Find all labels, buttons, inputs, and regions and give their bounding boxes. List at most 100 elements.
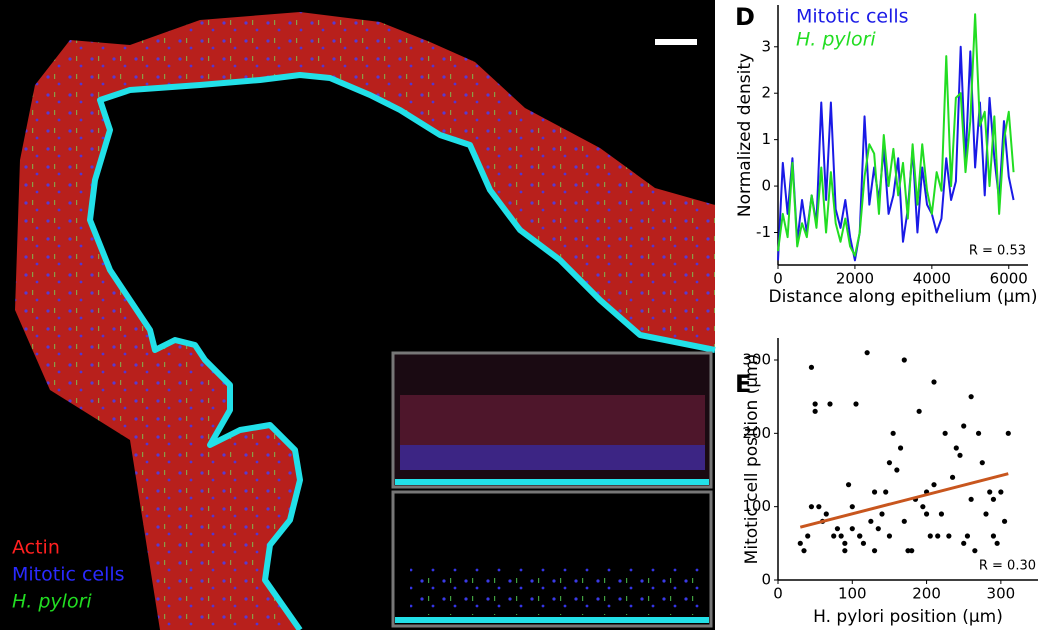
x-tick-label: 100 [838, 585, 867, 603]
y-tick-label: 0 [761, 177, 771, 195]
y-tick-label: 300 [742, 351, 771, 369]
point [938, 511, 945, 517]
point [901, 518, 907, 524]
x-tick-label: 0 [773, 270, 783, 288]
point [857, 533, 863, 539]
point [987, 489, 993, 495]
point [834, 526, 841, 532]
point [975, 430, 982, 436]
point [845, 482, 852, 488]
x-axis-label: H. pylori position (µm) [813, 607, 1003, 627]
point [842, 548, 848, 554]
point [983, 511, 989, 517]
point [849, 526, 855, 532]
point [801, 548, 807, 554]
point [849, 504, 855, 510]
point [805, 533, 811, 539]
point [868, 518, 874, 524]
point [883, 489, 889, 495]
y-axis-label: Mitotic cell position (µm) [742, 354, 762, 565]
point [931, 482, 937, 488]
x-tick-label: 200 [912, 585, 941, 603]
point [797, 540, 803, 546]
inset-top [391, 351, 713, 489]
point [931, 379, 937, 385]
point [897, 445, 904, 451]
image-legend-label: Mitotic cells [12, 564, 125, 586]
point [901, 357, 907, 363]
point [968, 496, 974, 502]
y-tick-label: 3 [761, 37, 771, 55]
image-legend-label: Actin [12, 537, 60, 559]
point [875, 526, 881, 532]
point [923, 511, 930, 517]
point [808, 364, 815, 370]
y-tick-label: 1 [761, 130, 771, 148]
point [886, 460, 893, 466]
x-tick-label: 300 [987, 585, 1016, 603]
point [894, 467, 900, 473]
x-tick-label: 6000 [990, 270, 1028, 288]
point [935, 533, 941, 539]
point [838, 533, 844, 539]
point [871, 548, 878, 554]
point [1005, 430, 1011, 436]
point [927, 533, 933, 539]
y-tick-label: 200 [742, 424, 771, 442]
point [812, 401, 818, 407]
point [979, 460, 985, 466]
scale-bar [655, 39, 697, 45]
point [853, 401, 859, 407]
y-axis-label: Normalized density [735, 53, 755, 217]
epithelium-trace [87, 72, 716, 630]
point [808, 504, 815, 510]
image-legend-label: H. pylori [12, 591, 92, 613]
point [972, 548, 978, 554]
panel-label: D [735, 3, 755, 31]
y-tick-label: 100 [742, 497, 771, 515]
legend-label: Mitotic cells [796, 6, 909, 28]
point [890, 430, 896, 436]
x-axis-label: Distance along epithelium (µm) [769, 287, 1038, 307]
point [916, 408, 922, 414]
y-tick-label: 2 [761, 84, 771, 102]
point [886, 533, 893, 539]
point [990, 496, 997, 502]
inset-bottom [391, 490, 713, 628]
point [905, 548, 911, 554]
point [946, 533, 952, 539]
point [879, 511, 885, 517]
point [812, 408, 818, 414]
point [968, 394, 974, 400]
series-line [777, 13, 1015, 257]
annotation: R = 0.53 [969, 244, 1026, 259]
point [1001, 518, 1008, 524]
point [998, 489, 1004, 495]
x-tick-label: 2000 [836, 270, 874, 288]
tissue-texture [15, 12, 715, 630]
y-tick-label: -1 [756, 223, 771, 241]
legend-label: H. pylori [796, 29, 876, 51]
point [990, 533, 997, 539]
point [816, 504, 822, 510]
panel-label: E [735, 370, 751, 398]
micrograph [0, 0, 716, 630]
x-tick-label: 4000 [913, 270, 951, 288]
point [860, 540, 867, 546]
point [942, 430, 948, 436]
point [949, 474, 956, 480]
point [842, 540, 848, 546]
point [871, 489, 878, 495]
point [831, 533, 837, 539]
point [953, 445, 959, 451]
x-tick-label: 0 [773, 585, 783, 603]
point [864, 350, 870, 356]
point [994, 540, 1000, 546]
point [961, 540, 967, 546]
point [827, 401, 833, 407]
point [909, 548, 915, 554]
point [957, 452, 963, 458]
point [823, 511, 829, 517]
fit-line [799, 472, 1009, 529]
